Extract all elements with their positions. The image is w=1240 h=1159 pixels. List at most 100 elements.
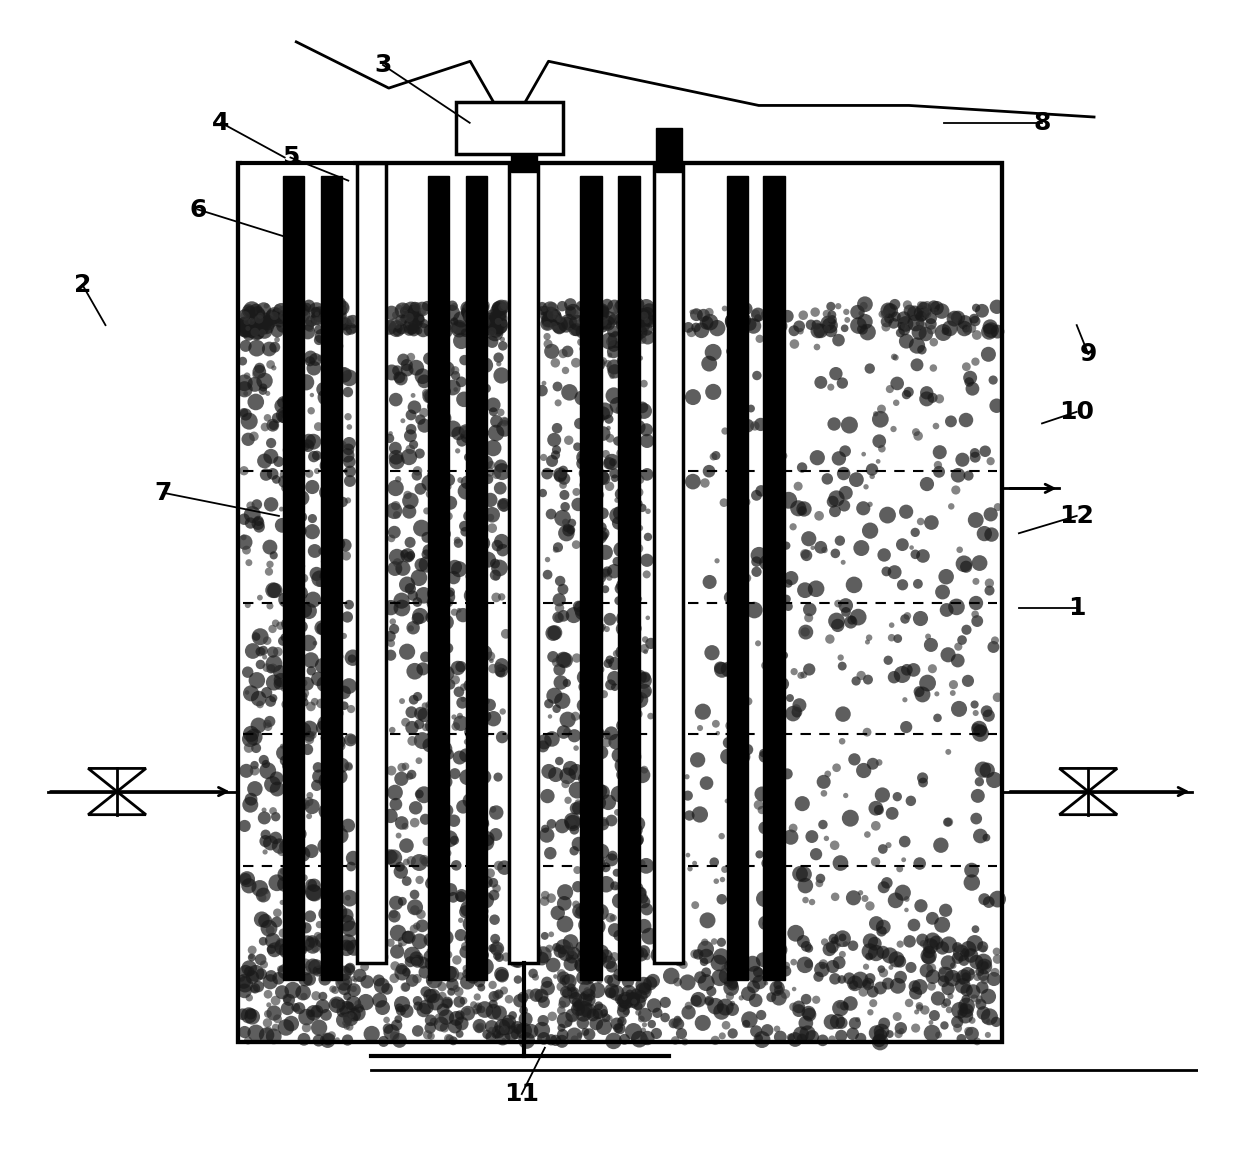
Point bbox=[417, 384, 436, 402]
Point bbox=[725, 555, 745, 574]
Point bbox=[474, 946, 494, 964]
Point bbox=[320, 839, 340, 858]
Point bbox=[321, 1026, 341, 1044]
Point bbox=[750, 329, 770, 348]
Point bbox=[543, 956, 563, 975]
Point bbox=[889, 1025, 909, 1043]
Point bbox=[558, 710, 578, 729]
Point bbox=[441, 964, 461, 983]
Point bbox=[605, 298, 625, 316]
Point bbox=[387, 320, 407, 338]
Point bbox=[812, 1032, 832, 1050]
Point bbox=[408, 610, 428, 628]
Point bbox=[884, 668, 904, 686]
Point bbox=[546, 307, 565, 326]
Point bbox=[605, 469, 625, 488]
Bar bbox=[238, 163, 1002, 1042]
Point bbox=[723, 994, 743, 1013]
Point bbox=[699, 992, 719, 1011]
Point bbox=[885, 349, 905, 367]
Point bbox=[702, 643, 722, 662]
Point bbox=[480, 695, 500, 714]
Point bbox=[985, 963, 1004, 982]
Point bbox=[678, 786, 698, 804]
Point bbox=[973, 1004, 993, 1022]
Point bbox=[627, 884, 647, 903]
Point bbox=[959, 1022, 978, 1041]
Point bbox=[684, 854, 704, 873]
Point bbox=[831, 999, 851, 1018]
Point bbox=[279, 612, 299, 630]
Point bbox=[878, 975, 898, 993]
Point bbox=[926, 299, 946, 318]
Point bbox=[629, 418, 649, 437]
Point bbox=[404, 398, 424, 416]
Point bbox=[381, 424, 401, 443]
Point bbox=[750, 415, 770, 433]
Point bbox=[950, 1001, 970, 1020]
Point bbox=[634, 307, 653, 326]
Point bbox=[928, 455, 947, 474]
Point bbox=[440, 494, 460, 512]
Point bbox=[444, 708, 464, 727]
Point bbox=[573, 1014, 593, 1033]
Point bbox=[427, 706, 446, 724]
Point bbox=[624, 748, 644, 766]
Point bbox=[408, 687, 428, 706]
Point bbox=[985, 771, 1004, 789]
Point bbox=[608, 396, 627, 415]
Point bbox=[983, 637, 1003, 656]
Point bbox=[465, 726, 485, 744]
Point bbox=[315, 970, 335, 989]
Point bbox=[244, 728, 264, 746]
Point bbox=[254, 955, 274, 974]
Point bbox=[241, 513, 260, 532]
Point bbox=[474, 643, 494, 662]
Point bbox=[237, 761, 257, 780]
Point bbox=[629, 539, 649, 557]
Point bbox=[451, 714, 471, 732]
Point bbox=[542, 815, 562, 833]
Point bbox=[459, 307, 479, 326]
Point bbox=[841, 809, 861, 828]
Point bbox=[895, 314, 915, 333]
Point bbox=[270, 675, 290, 693]
Point bbox=[615, 298, 635, 316]
Point bbox=[409, 932, 429, 950]
Point bbox=[966, 299, 986, 318]
Point bbox=[796, 1014, 816, 1033]
Point bbox=[484, 800, 503, 818]
Point bbox=[236, 962, 255, 981]
Point bbox=[260, 692, 280, 710]
Point bbox=[677, 767, 697, 786]
Point bbox=[577, 844, 596, 862]
Point bbox=[609, 785, 629, 803]
Point bbox=[281, 517, 301, 535]
Point bbox=[342, 649, 362, 668]
Point bbox=[812, 957, 832, 976]
Point bbox=[324, 836, 343, 854]
Point bbox=[253, 641, 273, 659]
Point bbox=[289, 999, 309, 1018]
Point bbox=[972, 938, 992, 956]
Point bbox=[536, 307, 556, 326]
Point bbox=[959, 466, 978, 484]
Point bbox=[970, 720, 990, 738]
Point bbox=[388, 1009, 408, 1028]
Point bbox=[471, 978, 491, 997]
Point bbox=[683, 473, 703, 491]
Point bbox=[449, 534, 469, 553]
Point bbox=[489, 767, 508, 786]
Point bbox=[978, 1013, 998, 1032]
Point bbox=[584, 661, 604, 679]
Point bbox=[289, 843, 309, 861]
Point bbox=[593, 782, 613, 801]
Point bbox=[474, 902, 494, 920]
Point bbox=[813, 815, 833, 833]
Point bbox=[601, 724, 621, 743]
Point bbox=[593, 351, 613, 370]
Point bbox=[789, 1001, 808, 1020]
Point bbox=[459, 301, 479, 320]
Point bbox=[427, 458, 446, 476]
Point bbox=[970, 962, 990, 981]
